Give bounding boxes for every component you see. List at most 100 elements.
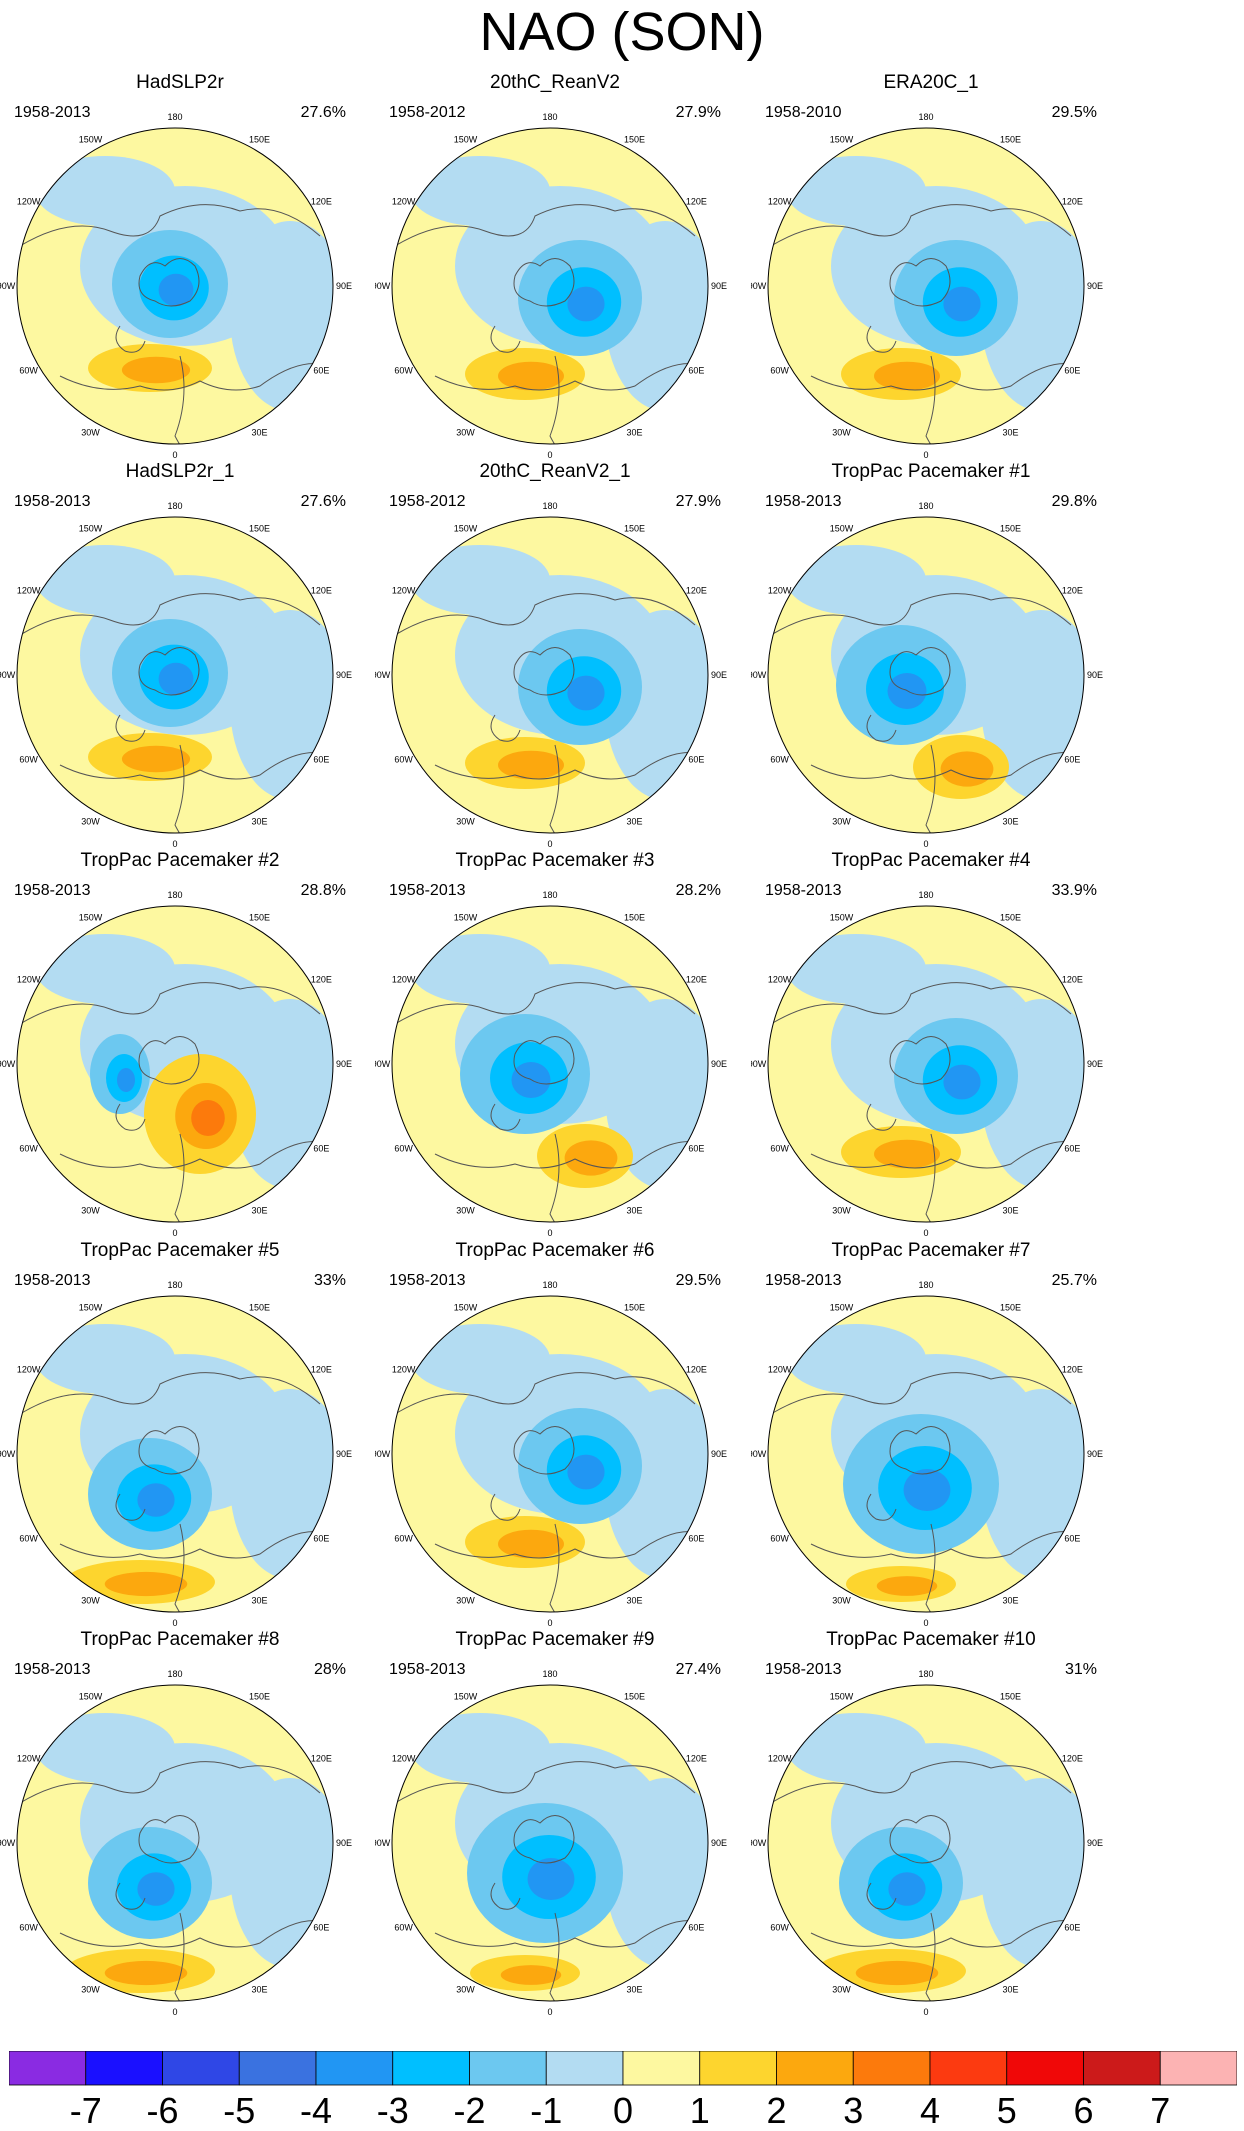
longitude-label: 180: [167, 1669, 182, 1679]
map-boundary: [391, 1684, 709, 2002]
colorbar-segment: [776, 2051, 854, 2086]
longitude-label: 120W: [768, 197, 792, 207]
polar-map: 180 150W 150E 120W 120E 90W 90E 60W 60E 30W 30E 0: [375, 1669, 727, 2017]
panel-variance-explained: 33.9%: [1051, 882, 1097, 899]
longitude-label: 120W: [17, 1365, 41, 1375]
longitude-label: 120E: [1062, 1365, 1083, 1375]
longitude-label: 150W: [830, 524, 854, 534]
colorbar-segment: [1159, 2051, 1237, 2086]
longitude-label: 150W: [79, 524, 103, 534]
coastlines: [770, 1372, 1082, 1612]
longitude-label: 120E: [1062, 1754, 1083, 1764]
longitude-label: 180: [167, 890, 182, 900]
map-panel: TropPac Pacemaker #9 1958-2013 27.4% 180 150…: [375, 1629, 735, 2019]
panel-variance-explained: 31%: [1064, 1661, 1097, 1678]
panel-variance-explained: 28.2%: [675, 882, 721, 899]
low-anomaly-region: [786, 156, 926, 226]
map-panel: TropPac Pacemaker #2 1958-2013 28.8% 180 150…: [0, 850, 360, 1240]
panel-variance-explained: 33%: [313, 1272, 346, 1289]
low-anomaly-region: [981, 1778, 1084, 1968]
longitude-label: 120W: [392, 975, 416, 985]
longitude-label: 90W: [375, 281, 391, 291]
longitude-label: 120W: [392, 586, 416, 596]
low-anomaly-core: [903, 1469, 951, 1511]
coastlines: [19, 1761, 331, 2001]
longitude-label: 120E: [686, 197, 707, 207]
longitude-label: 60W: [394, 366, 413, 376]
longitude-label: 150E: [249, 524, 270, 534]
longitude-label: 30W: [456, 1984, 475, 1994]
map-panel: TropPac Pacemaker #8 1958-2013 28% 180 150W 1…: [0, 1629, 360, 2019]
longitude-label: 180: [542, 1669, 557, 1679]
high-anomaly-core: [104, 1571, 188, 1597]
map-panel: 20thC_ReanV2_1 1958-2012 27.9% 180 150W 150E 1…: [375, 461, 735, 851]
longitude-label: 60W: [394, 1534, 413, 1544]
longitude-label: 150E: [624, 913, 645, 923]
coastlines: [19, 982, 331, 1222]
longitude-label: 60E: [688, 1534, 704, 1544]
longitude-label: 30E: [626, 1205, 642, 1215]
longitude-label: 30E: [1002, 1205, 1018, 1215]
low-anomaly-region: [35, 934, 175, 1004]
panel-period: 1958-2012: [389, 104, 466, 121]
panel-variance-explained: 29.5%: [675, 1272, 721, 1289]
low-anomaly-region: [410, 545, 550, 615]
longitude-label: 0: [923, 1228, 928, 1238]
low-anomaly-core: [117, 1068, 135, 1092]
longitude-label: 120W: [392, 1754, 416, 1764]
colorbar-tick-label: -4: [300, 2090, 332, 2127]
longitude-label: 120W: [17, 1754, 41, 1764]
high-anomaly-core: [500, 1965, 562, 1985]
longitude-label: 180: [918, 1280, 933, 1290]
longitude-label: 120E: [311, 1754, 332, 1764]
panel-period: 1958-2013: [765, 1661, 842, 1678]
coastlines: [394, 593, 706, 833]
longitude-label: 30W: [81, 816, 100, 826]
longitude-label: 60E: [1064, 366, 1080, 376]
colorbar-segment: [852, 2051, 931, 2086]
low-anomaly-region: [35, 1324, 175, 1394]
longitude-label: 180: [167, 501, 182, 511]
low-anomaly-core: [567, 286, 605, 322]
colorbar: -7 -6 -5 -4 -3 -2 -1 0 1 2 3 4 5 6 7: [9, 2051, 1237, 2127]
map-panel: HadSLP2r_1 1958-2013 27.6% 180 150W 150E 120W 1…: [0, 461, 360, 851]
longitude-label: 90E: [711, 1838, 727, 1848]
panel-title: HadSLP2r_1: [125, 461, 235, 482]
colorbar-tick-label: 2: [766, 2090, 786, 2127]
longitude-label: 150W: [454, 135, 478, 145]
map-boundary: [767, 1684, 1085, 2002]
colorbar-segment: [1006, 2051, 1084, 2086]
low-anomaly-core: [567, 675, 605, 711]
longitude-label: 30W: [832, 816, 851, 826]
longitude-label: 90E: [336, 670, 352, 680]
longitude-label: 150E: [1000, 1692, 1021, 1702]
panel-title: TropPac Pacemaker #5: [80, 1240, 280, 1261]
longitude-label: 180: [542, 890, 557, 900]
longitude-label: 60E: [313, 1144, 329, 1154]
coastlines: [394, 1372, 706, 1612]
longitude-label: 60E: [1064, 1144, 1080, 1154]
longitude-label: 150W: [830, 1692, 854, 1702]
low-anomaly-region: [410, 934, 550, 1004]
longitude-label: 30W: [832, 427, 851, 437]
low-anomaly-region: [35, 1713, 175, 1783]
longitude-label: 0: [923, 839, 928, 849]
longitude-label: 60W: [770, 366, 789, 376]
colorbar-tick-label: 4: [920, 2090, 940, 2127]
longitude-label: 90W: [375, 1059, 391, 1069]
longitude-label: 60W: [19, 755, 38, 765]
low-anomaly-region: [410, 156, 550, 226]
panel-title: TropPac Pacemaker #2: [80, 850, 280, 871]
longitude-label: 60E: [313, 366, 329, 376]
panel-period: 1958-2013: [14, 1272, 91, 1289]
polar-map: 180 150W 150E 120W 120E 90W 90E 60W 60E 30W 30E 0: [0, 890, 352, 1238]
low-anomaly-region: [230, 1389, 333, 1579]
longitude-label: 90W: [375, 1449, 391, 1459]
longitude-label: 90E: [711, 1059, 727, 1069]
longitude-label: 90W: [0, 1838, 16, 1848]
low-anomaly-core: [567, 1454, 605, 1490]
longitude-label: 60W: [394, 1923, 413, 1933]
longitude-label: 60W: [19, 366, 38, 376]
panel-period: 1958-2013: [389, 882, 466, 899]
map-panel: 20thC_ReanV2 1958-2012 27.9% 180 150W 150E 120…: [375, 72, 735, 462]
